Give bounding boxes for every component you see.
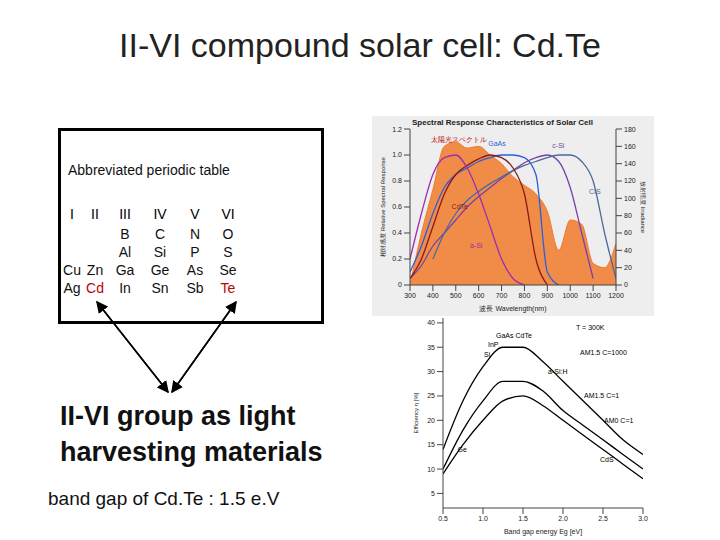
svg-text:0: 0: [398, 281, 402, 288]
svg-text:60: 60: [624, 229, 632, 236]
svg-text:2.0: 2.0: [558, 515, 568, 522]
html-text:Al: Al: [118, 244, 132, 260]
html-text:Cu Zn: Cu Zn: [63, 262, 104, 278]
html-text:Ga: Ga: [115, 262, 135, 278]
svg-text:0: 0: [624, 281, 628, 288]
svg-text:10: 10: [427, 466, 435, 473]
svg-text:600: 600: [473, 292, 485, 299]
svg-text:InP: InP: [488, 341, 499, 348]
svg-text:1000: 1000: [562, 292, 578, 299]
svg-text:0.8: 0.8: [392, 177, 402, 184]
svg-text:c-Si: c-Si: [552, 142, 565, 149]
svg-text:Ge: Ge: [458, 446, 467, 453]
html-text:Ag Cd: Ag Cd: [63, 280, 104, 296]
html-text:Sb: Sb: [186, 280, 204, 296]
svg-text:GaAs CdTe: GaAs CdTe: [496, 332, 532, 339]
svg-text:AM0 C=1: AM0 C=1: [604, 417, 633, 424]
html-text:Se: Se: [219, 262, 237, 278]
svg-text:25: 25: [427, 392, 435, 399]
svg-text:CIS: CIS: [589, 188, 601, 195]
svg-text:2.5: 2.5: [598, 515, 608, 522]
svg-text:0.4: 0.4: [392, 229, 402, 236]
svg-text:20: 20: [427, 417, 435, 424]
svg-text:1.2: 1.2: [392, 127, 402, 132]
svg-text:20: 20: [624, 264, 632, 271]
svg-text:15: 15: [427, 441, 435, 448]
svg-text:3.0: 3.0: [638, 515, 648, 522]
svg-text:波長 Wavelength(nm): 波長 Wavelength(nm): [479, 305, 546, 313]
html-text:I: I: [70, 206, 74, 222]
html-text:Abbreviated periodic table: Abbreviated periodic table: [68, 162, 230, 178]
svg-text:140: 140: [624, 160, 636, 167]
html-text:Sn: Sn: [151, 280, 169, 296]
html-text:Spectral Response Characterist: Spectral Response Characteristics of Sol…: [412, 118, 593, 127]
html-text:Te: Te: [220, 280, 236, 296]
svg-text:180: 180: [624, 127, 636, 132]
svg-text:1200: 1200: [608, 292, 624, 299]
html-text:II-VI compound solar cell: Cd.: II-VI compound solar cell: Cd.Te: [119, 26, 601, 64]
html-text:band gap of Cd.Te : 1.5 e.V: band gap of Cd.Te : 1.5 e.V: [48, 488, 280, 509]
svg-text:1.0: 1.0: [392, 151, 402, 158]
svg-text:100: 100: [624, 195, 636, 202]
html-text:P: P: [190, 244, 200, 260]
svg-text:CdS: CdS: [600, 456, 614, 463]
svg-text:AM1.5 C=1: AM1.5 C=1: [584, 392, 619, 399]
svg-text:40: 40: [624, 247, 632, 254]
html-text:C: C: [154, 226, 166, 242]
svg-text:0.6: 0.6: [392, 203, 402, 210]
svg-text:GaAs: GaAs: [488, 140, 506, 147]
html-text:Ge: Ge: [150, 262, 170, 278]
svg-text:Band gap energy Eg [eV]: Band gap energy Eg [eV]: [504, 528, 582, 536]
html-text:O: O: [222, 226, 234, 242]
svg-text:300: 300: [404, 292, 416, 299]
svg-text:800: 800: [519, 292, 531, 299]
svg-text:700: 700: [496, 292, 508, 299]
svg-text:400: 400: [427, 292, 439, 299]
svg-text:T = 300K: T = 300K: [576, 324, 605, 331]
svg-text:a-Si: a-Si: [470, 242, 483, 249]
svg-text:相対感度 Relative Spectral Respons: 相対感度 Relative Spectral Response: [379, 156, 386, 256]
svg-text:0.5: 0.5: [438, 515, 448, 522]
svg-text:1.5: 1.5: [518, 515, 528, 522]
html-text:II: II: [91, 206, 99, 222]
html-text:In: In: [119, 280, 131, 296]
svg-text:120: 120: [624, 177, 636, 184]
svg-text:30: 30: [427, 368, 435, 375]
html-text:II-VI group as light harvestin: II-VI group as light harvesting material…: [60, 401, 323, 467]
svg-text:Si: Si: [484, 351, 491, 358]
svg-text:900: 900: [541, 292, 553, 299]
html-text:V: V: [190, 206, 200, 222]
html-text:B: B: [120, 226, 130, 242]
svg-text:5: 5: [431, 490, 435, 497]
svg-text:放射照度 Irradiance: 放射照度 Irradiance: [640, 181, 647, 234]
html-text:As: As: [186, 262, 204, 278]
svg-text:40: 40: [427, 319, 435, 326]
html-text:Si: Si: [153, 244, 167, 260]
html-text:N: N: [189, 226, 201, 242]
svg-text:AM1.5 C=1000: AM1.5 C=1000: [580, 349, 627, 356]
html-text:S: S: [223, 244, 233, 260]
html-text:VI: VI: [221, 206, 235, 222]
html-text:IV: IV: [153, 206, 167, 222]
svg-text:CdTe: CdTe: [452, 203, 468, 210]
svg-text:35: 35: [427, 344, 435, 351]
svg-text:500: 500: [450, 292, 462, 299]
svg-text:a-Si:H: a-Si:H: [548, 368, 567, 375]
html-text:III: III: [119, 206, 131, 222]
svg-text:1.0: 1.0: [478, 515, 488, 522]
svg-text:0.2: 0.2: [392, 255, 402, 262]
svg-text:80: 80: [624, 212, 632, 219]
svg-text:160: 160: [624, 143, 636, 150]
svg-text:太陽光スペクトル: 太陽光スペクトル: [431, 136, 487, 144]
svg-text:Efficiency η [%]: Efficiency η [%]: [413, 392, 419, 433]
svg-text:1100: 1100: [586, 292, 601, 299]
